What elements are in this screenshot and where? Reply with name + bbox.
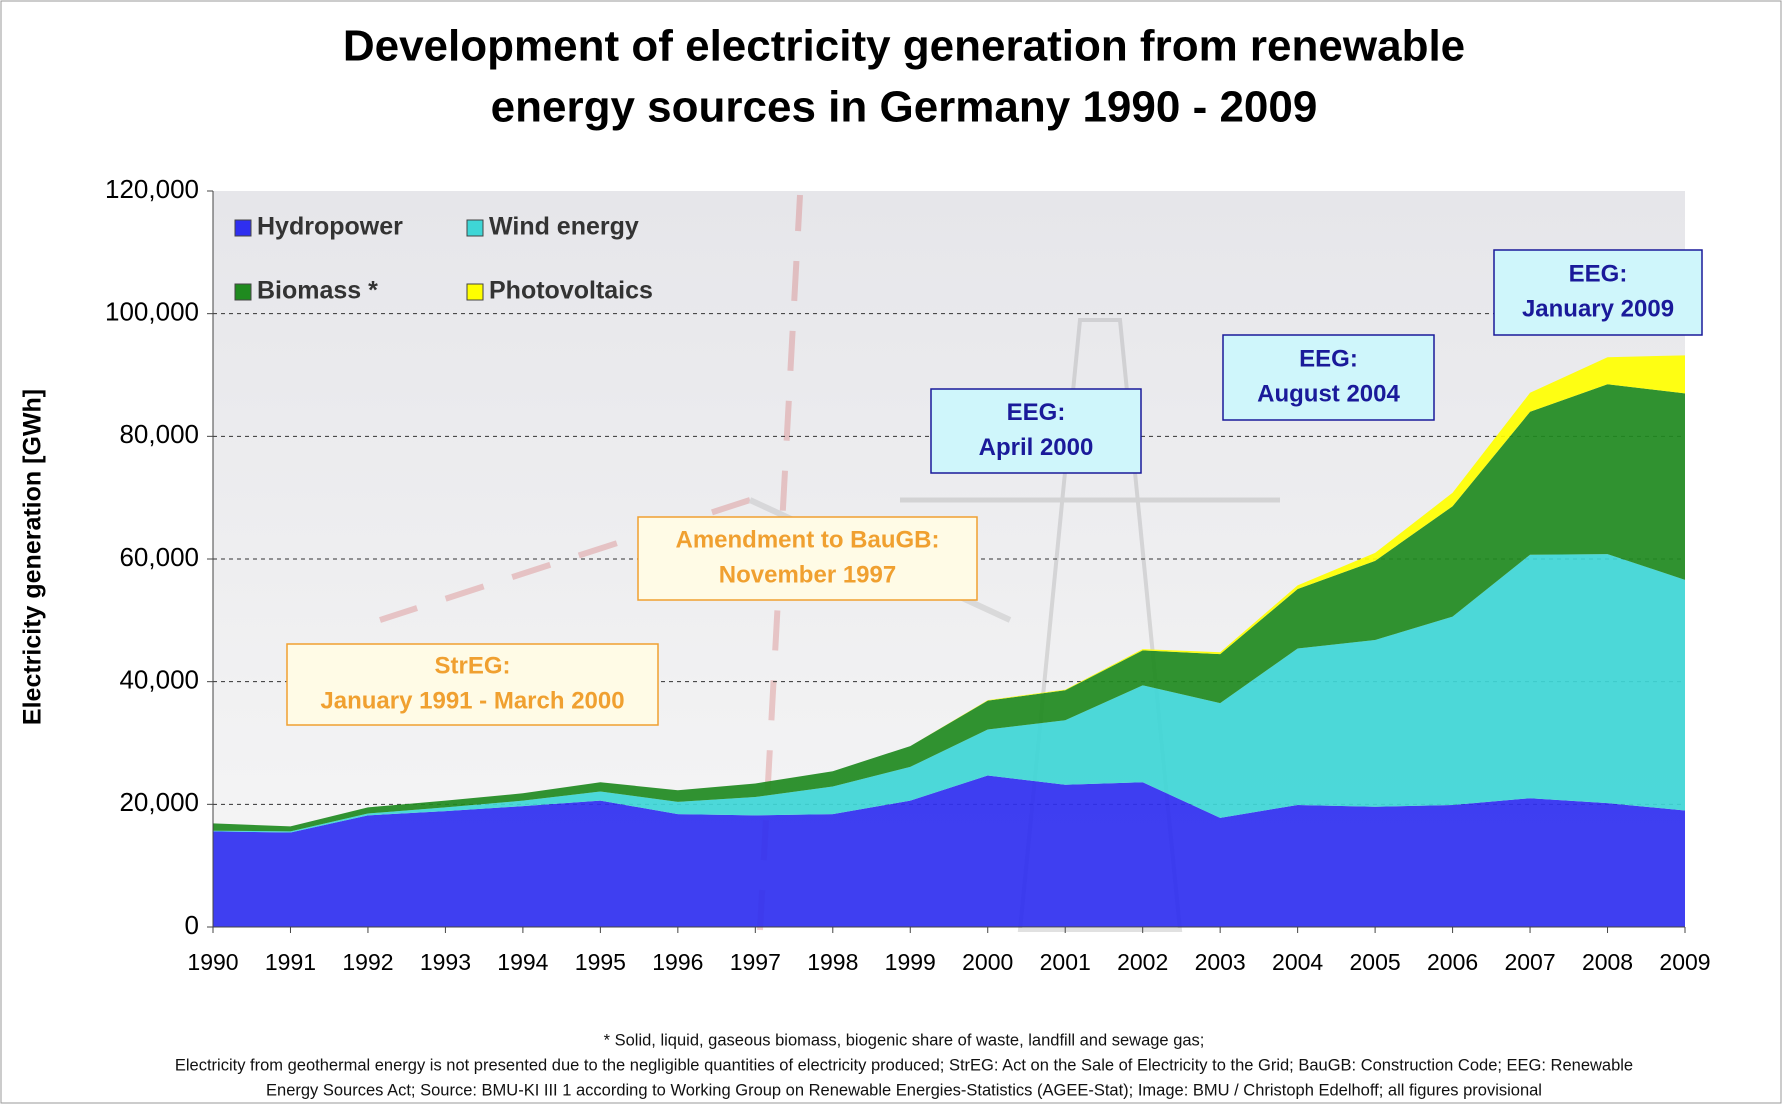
annotation-text: November 1997 bbox=[719, 561, 896, 588]
annotation-text: April 2000 bbox=[979, 434, 1094, 461]
y-tick-label: 20,000 bbox=[119, 787, 199, 817]
y-tick-label: 0 bbox=[185, 910, 199, 940]
y-axis-label: Electricity generation [GWh] bbox=[19, 389, 47, 725]
x-tick-label: 2008 bbox=[1582, 949, 1633, 975]
x-tick-label: 1999 bbox=[885, 949, 936, 975]
x-tick-label: 2005 bbox=[1350, 949, 1401, 975]
annotation-text: August 2004 bbox=[1257, 380, 1400, 407]
y-tick-label: 80,000 bbox=[119, 419, 199, 449]
legend-swatch bbox=[466, 283, 484, 301]
x-tick-label: 1997 bbox=[730, 949, 781, 975]
footnote: Electricity from geothermal energy is no… bbox=[175, 1056, 1633, 1074]
area bbox=[213, 775, 1685, 927]
legend-label: Biomass * bbox=[257, 277, 378, 305]
footnote: * Solid, liquid, gaseous biomass, biogen… bbox=[604, 1031, 1205, 1049]
x-tick-label: 2004 bbox=[1272, 949, 1323, 975]
legend-swatch bbox=[234, 219, 252, 237]
legend-swatch bbox=[466, 219, 484, 237]
x-tick-label: 2007 bbox=[1504, 949, 1555, 975]
annotation-box bbox=[1493, 249, 1703, 336]
x-tick-label: 2006 bbox=[1427, 949, 1478, 975]
annotation-text: EEG: bbox=[1007, 399, 1066, 426]
area bbox=[213, 384, 1685, 832]
x-tick-label: 2002 bbox=[1117, 949, 1168, 975]
annotation-box bbox=[1222, 334, 1435, 421]
area bbox=[213, 554, 1685, 833]
legend-label: Hydropower bbox=[257, 213, 403, 241]
area bbox=[213, 355, 1685, 827]
y-tick-label: 100,000 bbox=[105, 297, 199, 327]
x-tick-label: 2000 bbox=[962, 949, 1013, 975]
legend-label: Wind energy bbox=[489, 213, 639, 241]
annotation-text: StrEG: bbox=[434, 652, 510, 679]
x-tick-label: 1994 bbox=[497, 949, 548, 975]
x-tick-label: 1995 bbox=[575, 949, 626, 975]
x-tick-label: 2009 bbox=[1659, 949, 1710, 975]
chart-title: Development of electricity generation fr… bbox=[343, 22, 1465, 71]
x-tick-label: 1992 bbox=[342, 949, 393, 975]
x-tick-label: 1996 bbox=[652, 949, 703, 975]
x-tick-label: 1991 bbox=[265, 949, 316, 975]
annotation-box bbox=[637, 516, 978, 601]
legend-label: Photovoltaics bbox=[489, 277, 653, 305]
annotation-box bbox=[286, 643, 659, 726]
annotation-box bbox=[930, 388, 1142, 474]
x-tick-label: 1998 bbox=[807, 949, 858, 975]
x-tick-label: 2003 bbox=[1195, 949, 1246, 975]
legend-swatch bbox=[234, 283, 252, 301]
annotation-text: EEG: bbox=[1569, 260, 1628, 287]
chart-title: energy sources in Germany 1990 - 2009 bbox=[491, 83, 1318, 132]
y-tick-label: 40,000 bbox=[119, 665, 199, 695]
footnote: Energy Sources Act; Source: BMU-KI III 1… bbox=[266, 1081, 1542, 1099]
x-tick-label: 1990 bbox=[187, 949, 238, 975]
y-tick-label: 60,000 bbox=[119, 542, 199, 572]
annotation-text: EEG: bbox=[1299, 345, 1358, 372]
annotation-text: Amendment to BauGB: bbox=[676, 526, 940, 553]
annotation-text: January 2009 bbox=[1522, 295, 1674, 322]
y-tick-label: 120,000 bbox=[105, 174, 199, 204]
annotation-text: January 1991 - March 2000 bbox=[320, 687, 624, 714]
x-tick-label: 2001 bbox=[1040, 949, 1091, 975]
x-tick-label: 1993 bbox=[420, 949, 471, 975]
